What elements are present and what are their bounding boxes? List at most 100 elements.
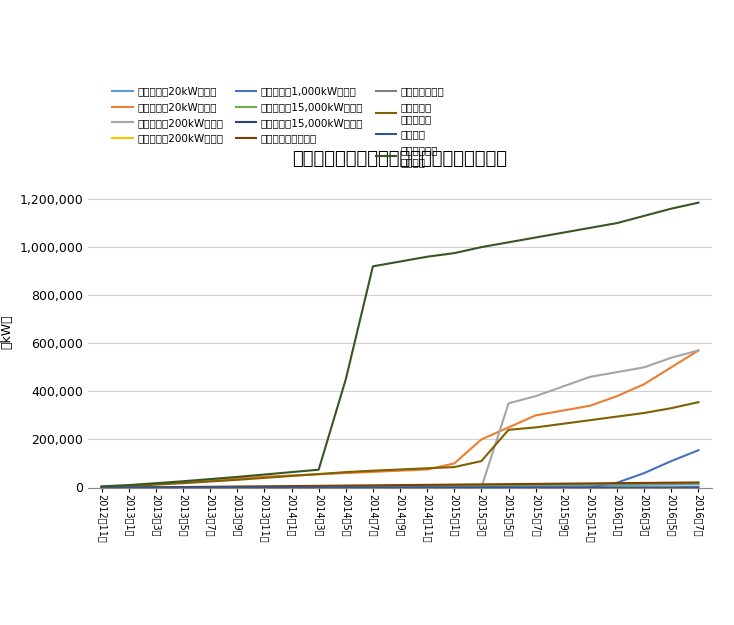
風力発電（20kW以上） xyxy=(206,476,214,484)
一般木質・
農作物残さ xyxy=(151,481,160,488)
風力発電（20kW以上） xyxy=(694,347,703,354)
建設廃材 xyxy=(206,484,214,491)
メタン発酵ガス発電 xyxy=(233,482,241,490)
地熱発電（15,000kW以上） xyxy=(504,484,513,491)
水力発電（200kW以上） xyxy=(667,484,676,491)
未利用木質発電 xyxy=(586,484,595,491)
地熱発電（15,000kW未満） xyxy=(450,482,459,489)
地熱発電（15,000kW未満） xyxy=(260,483,269,491)
メタン発酵ガス発電 xyxy=(368,482,377,489)
メタン発酵ガス発電 xyxy=(396,481,404,489)
一般木質・
農作物残さ xyxy=(694,398,703,406)
建設廃材 xyxy=(450,484,459,491)
風力発電（20kW未満） xyxy=(97,484,106,491)
水力発電（200kW以上） xyxy=(287,484,296,491)
Line: メタン発酵ガス発電: メタン発酵ガス発電 xyxy=(101,482,699,488)
未利用木質発電 xyxy=(640,484,649,491)
一般木質・
農作物残さ xyxy=(504,426,513,434)
水力発電（200kW以上） xyxy=(233,484,241,491)
建設廃材 xyxy=(667,484,676,491)
水力発電（200kW以上） xyxy=(124,484,133,491)
一般廃棄物・
木質以外 xyxy=(396,258,404,265)
水力発電（1,000kW以上） xyxy=(477,484,486,491)
メタン発酵ガス発電 xyxy=(260,482,269,490)
一般木質・
農作物残さ xyxy=(613,413,622,421)
未利用木質発電 xyxy=(206,484,214,491)
地熱発電（15,000kW未満） xyxy=(586,481,595,488)
建設廃材 xyxy=(504,484,513,491)
水力発電（1,000kW以上） xyxy=(559,484,567,491)
一般廃棄物・
木質以外 xyxy=(531,234,540,241)
水力発電（1,000kW以上） xyxy=(287,484,296,491)
地熱発電（15,000kW以上） xyxy=(260,484,269,491)
建設廃材 xyxy=(287,484,296,491)
未利用木質発電 xyxy=(423,484,432,491)
一般木質・
農作物残さ xyxy=(667,404,676,412)
水力発電（200kW未満） xyxy=(341,484,350,491)
メタン発酵ガス発電 xyxy=(531,480,540,488)
メタン発酵ガス発電 xyxy=(694,479,703,486)
メタン発酵ガス発電 xyxy=(640,479,649,487)
水力発電（200kW以上） xyxy=(341,484,350,491)
地熱発電（15,000kW未満） xyxy=(206,484,214,491)
水力発電（1,000kW以上） xyxy=(151,484,160,491)
風力発電（20kW以上） xyxy=(151,480,160,488)
建設廃材 xyxy=(233,484,241,491)
水力発電（200kW以上） xyxy=(504,484,513,491)
建設廃材 xyxy=(613,484,622,491)
メタン発酵ガス発電 xyxy=(151,484,160,491)
水力発電（200kW以上） xyxy=(206,484,214,491)
一般廃棄物・
木質以外 xyxy=(260,471,269,478)
風力発電（20kW以上） xyxy=(314,471,323,478)
地熱発電（15,000kW未満） xyxy=(341,482,350,490)
風力発電（20kW以上） xyxy=(287,472,296,479)
水力発電（200kW未満） xyxy=(368,484,377,491)
風力発電（20kW未満） xyxy=(233,484,241,491)
未利用木質発電 xyxy=(260,484,269,491)
風力発電（20kW以上） xyxy=(178,479,187,486)
メタン発酵ガス発電 xyxy=(504,481,513,488)
地熱発電（15,000kW以上） xyxy=(233,484,241,491)
風力発電（20kW未満） xyxy=(531,482,540,489)
水力発電（200kW以上） xyxy=(396,484,404,491)
風力発電（20kW以上） xyxy=(423,466,432,473)
地熱発電（15,000kW未満） xyxy=(640,480,649,488)
水力発電（200kW以上） xyxy=(260,484,269,491)
一般木質・
農作物残さ xyxy=(206,478,214,485)
風力発電（20kW未満） xyxy=(694,481,703,488)
地熱発電（15,000kW未満） xyxy=(97,484,106,491)
水力発電（200kW未満） xyxy=(477,484,486,491)
風力発電（20kW未満） xyxy=(124,484,133,491)
建設廃材 xyxy=(640,484,649,491)
一般廃棄物・
木質以外 xyxy=(504,239,513,246)
未利用木質発電 xyxy=(178,484,187,491)
風力発電（20kW未満） xyxy=(613,481,622,489)
水力発電（1,000kW以上） xyxy=(396,484,404,491)
水力発電（200kW以上） xyxy=(559,484,567,491)
建設廃材 xyxy=(586,484,595,491)
一般木質・
農作物残さ xyxy=(260,474,269,482)
風力発電（20kW以上） xyxy=(504,424,513,431)
水力発電（200kW未満） xyxy=(586,373,595,381)
風力発電（20kW未満） xyxy=(640,481,649,489)
Line: 地熱発電（15,000kW未満）: 地熱発電（15,000kW未満） xyxy=(101,483,699,488)
Line: 一般廃棄物・
木質以外: 一般廃棄物・ 木質以外 xyxy=(101,202,699,486)
未利用木質発電 xyxy=(613,484,622,491)
地熱発電（15,000kW以上） xyxy=(97,484,106,491)
風力発電（20kW以上） xyxy=(368,468,377,476)
水力発電（1,000kW以上） xyxy=(233,484,241,491)
一般木質・
農作物残さ xyxy=(396,466,404,473)
Line: 一般木質・
農作物残さ: 一般木質・ 農作物残さ xyxy=(101,402,699,488)
メタン発酵ガス発電 xyxy=(287,482,296,490)
地熱発電（15,000kW未満） xyxy=(667,479,676,487)
建設廃材 xyxy=(178,484,187,491)
一般廃棄物・
木質以外 xyxy=(694,199,703,206)
Y-axis label: （kW）: （kW） xyxy=(1,314,14,349)
地熱発電（15,000kW未満） xyxy=(694,479,703,487)
一般木質・
農作物残さ xyxy=(233,476,241,484)
風力発電（20kW未満） xyxy=(477,482,486,490)
風力発電（20kW以上） xyxy=(341,469,350,477)
一般木質・
農作物残さ xyxy=(124,482,133,490)
一般木質・
農作物残さ xyxy=(531,424,540,431)
一般木質・
農作物残さ xyxy=(423,464,432,472)
